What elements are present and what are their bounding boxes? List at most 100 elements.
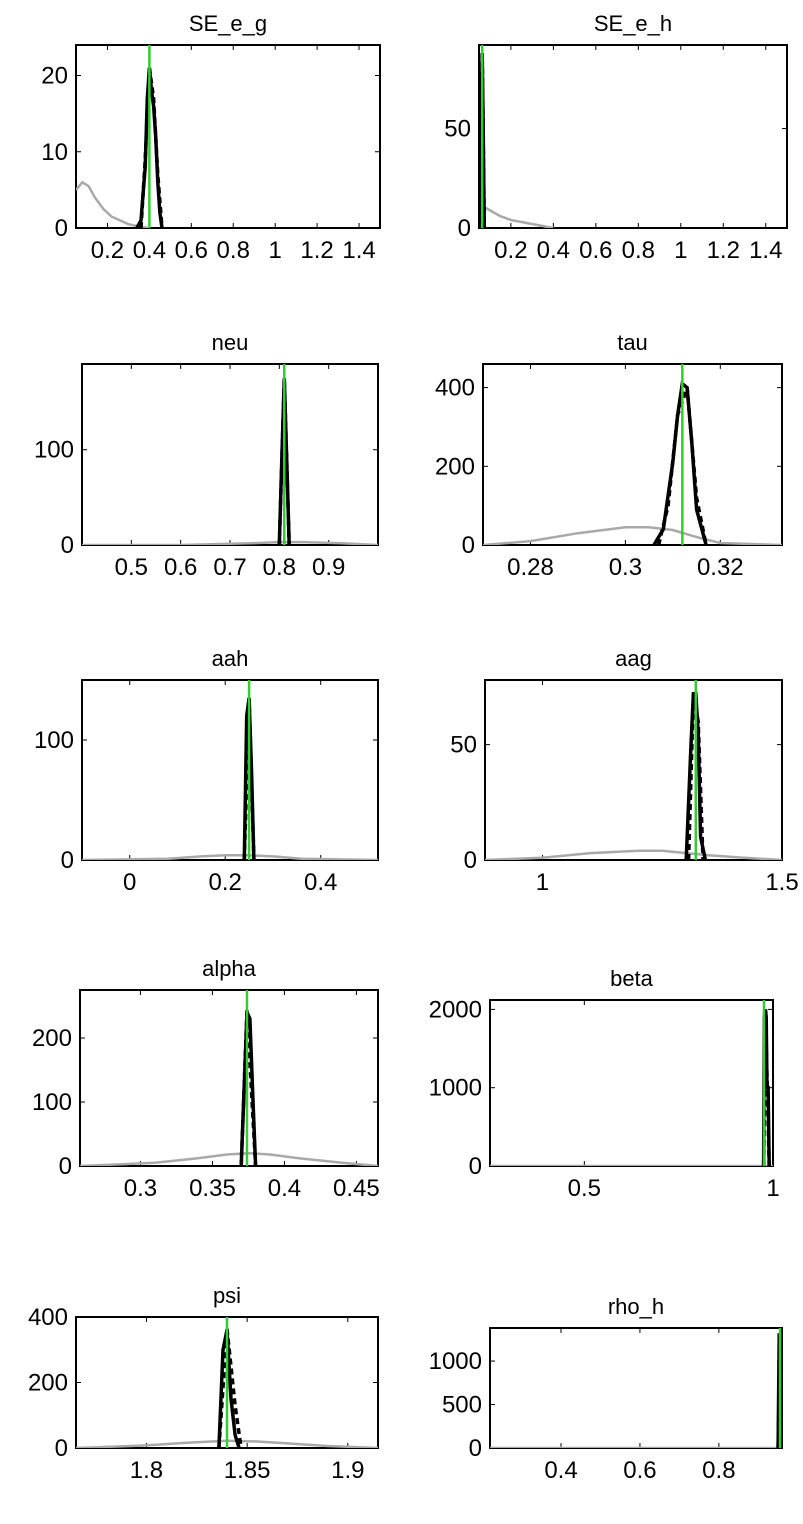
x-tick-label: 0.7	[213, 554, 246, 581]
y-tick-label: 100	[34, 727, 74, 754]
axes-frame	[81, 679, 379, 861]
posterior-draws-line	[139, 67, 164, 228]
y-tick-label: 50	[450, 732, 477, 759]
x-tick-label: 1.4	[342, 237, 375, 264]
panel-title: psi	[213, 1283, 241, 1308]
y-tick-label: 0	[469, 1435, 482, 1462]
x-tick-label: 0.4	[268, 1175, 301, 1202]
chart-panel-tau: tau 0.28 0.3 0.32 0 200 400	[435, 330, 783, 581]
x-tick-label: 1.4	[749, 237, 782, 264]
x-tick-label: 0.4	[544, 1457, 577, 1484]
y-tick-label: 50	[444, 116, 471, 143]
y-tick-label: 500	[442, 1392, 482, 1419]
panel-title: aah	[212, 646, 249, 671]
x-tick-label: 0.32	[697, 554, 744, 581]
x-tick-label: 0	[123, 869, 136, 896]
chart-panel-SE_e_h: SE_e_h 0.2 0.4 0.6 0.8 1 1.2 1.4 0 50	[444, 11, 788, 264]
y-tick-label: 1000	[429, 1348, 482, 1375]
x-tick-label: 1.85	[224, 1457, 271, 1484]
prior-density-line	[76, 180, 150, 228]
x-tick-label: 0.8	[622, 237, 655, 264]
y-tick-label: 200	[32, 1025, 72, 1052]
y-tick-label: 1000	[429, 1075, 482, 1102]
x-tick-label: 0.5	[115, 554, 148, 581]
x-tick-label: 0.3	[609, 554, 642, 581]
posterior-draws-line	[761, 1013, 771, 1166]
chart-panel-SE_e_g: SE_e_g 0.2 0.4 0.6 0.8 1 1.2 1.4 0 10 20	[41, 11, 381, 264]
posterior-draws-line	[239, 1009, 258, 1166]
y-tick-label: 0	[458, 215, 471, 242]
posterior-draws-line	[656, 387, 708, 545]
prior-density-line	[76, 1439, 378, 1448]
axes-frame	[478, 44, 788, 229]
prior-density-line	[479, 203, 554, 228]
axes-frame	[75, 44, 381, 229]
y-tick-label: 100	[34, 437, 74, 464]
x-tick-label: 0.28	[507, 554, 554, 581]
y-tick-label: 400	[28, 1304, 68, 1331]
plot-area	[82, 680, 378, 860]
x-tick-label: 0.6	[164, 554, 197, 581]
y-tick-label: 0	[462, 532, 475, 559]
x-tick-label: 1.9	[331, 1457, 364, 1484]
y-tick-label: 0	[59, 1153, 72, 1180]
y-tick-label: 0	[55, 1435, 68, 1462]
plot-area	[82, 364, 378, 545]
plot-area	[483, 364, 782, 545]
x-tick-label: 0.35	[189, 1175, 236, 1202]
panel-title: SE_e_g	[189, 11, 267, 36]
chart-panel-neu: neu 0.5 0.6 0.7 0.8 0.9 0 100	[34, 330, 379, 581]
y-tick-label: 2000	[429, 996, 482, 1023]
axes-frame	[489, 1327, 783, 1449]
x-tick-label: 0.4	[133, 237, 166, 264]
chart-panel-alpha: alpha 0.3 0.35 0.4 0.45 0 100 200	[32, 956, 380, 1202]
x-tick-label: 1	[268, 237, 281, 264]
chart-panel-aah: aah 0 0.2 0.4 0 100	[34, 646, 379, 896]
panel-title: tau	[617, 330, 648, 355]
y-tick-label: 10	[41, 139, 68, 166]
prior-density-line	[80, 1151, 378, 1166]
x-tick-label: 0.9	[312, 554, 345, 581]
x-tick-label: 1	[674, 237, 687, 264]
posterior-density-line	[217, 1329, 241, 1448]
x-tick-label: 0.4	[537, 237, 570, 264]
axes-frame	[482, 363, 783, 546]
chart-panel-rho_h: rho_h 0.4 0.6 0.8 0 500 1000	[429, 1294, 783, 1484]
chart-panel-psi: psi 1.8 1.85 1.9 0 200 400	[28, 1283, 379, 1484]
y-tick-label: 20	[41, 63, 68, 90]
prior-density-line	[485, 849, 782, 860]
x-tick-label: 0.2	[494, 237, 527, 264]
y-tick-label: 0	[464, 847, 477, 874]
plot-area	[490, 1000, 773, 1166]
x-tick-label: 1.5	[765, 869, 798, 896]
prior-density-line	[483, 526, 782, 545]
y-tick-label: 0	[61, 532, 74, 559]
x-tick-label: 1.8	[130, 1457, 163, 1484]
plot-area	[485, 680, 782, 860]
chart-panel-aag: aag 1 1.5 0 50	[450, 646, 798, 896]
panel-title: aag	[615, 646, 652, 671]
x-tick-label: 0.4	[304, 869, 337, 896]
x-tick-label: 0.5	[568, 1175, 601, 1202]
x-tick-label: 0.45	[333, 1175, 380, 1202]
x-tick-label: 0.3	[124, 1175, 157, 1202]
y-tick-label: 200	[435, 453, 475, 480]
y-tick-label: 100	[32, 1089, 72, 1116]
axes-frame	[79, 989, 379, 1167]
x-tick-label: 0.2	[91, 237, 124, 264]
x-tick-label: 0.6	[623, 1457, 656, 1484]
axes-frame	[81, 363, 379, 546]
y-tick-label: 400	[435, 375, 475, 402]
axes-frame	[489, 999, 774, 1167]
x-tick-label: 0.8	[263, 554, 296, 581]
plot-area	[490, 1328, 782, 1448]
plot-area	[76, 45, 164, 228]
panel-title: alpha	[202, 956, 257, 981]
x-tick-label: 0.6	[579, 237, 612, 264]
x-tick-label: 1	[536, 869, 549, 896]
y-tick-label: 0	[55, 215, 68, 242]
plot-area	[76, 1317, 378, 1448]
y-tick-label: 0	[469, 1153, 482, 1180]
posterior-draws-line	[277, 378, 291, 545]
